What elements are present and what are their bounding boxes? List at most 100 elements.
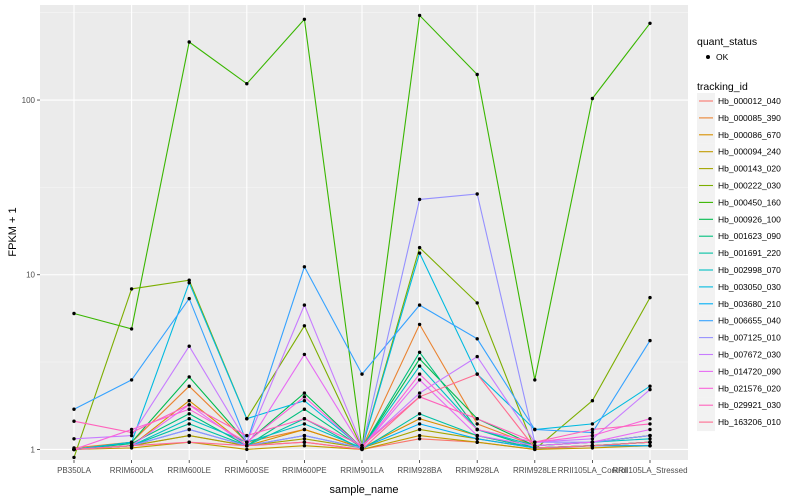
data-point	[590, 437, 595, 441]
data-point	[302, 391, 307, 395]
data-point	[302, 265, 307, 269]
color-legend-title: tracking_id	[697, 81, 748, 93]
data-point	[590, 433, 595, 438]
y-tick-label: 10	[26, 271, 35, 280]
data-point	[417, 372, 422, 376]
legend-label: Hb_000094_240	[718, 147, 781, 157]
data-point	[187, 281, 191, 285]
data-point	[590, 422, 595, 426]
data-point	[187, 427, 191, 432]
data-point	[129, 433, 134, 438]
data-point	[417, 378, 422, 382]
color-legend-items: Hb_000012_040 Hb_000085_390 Hb_000086_670 H…	[697, 93, 781, 432]
data-point	[648, 338, 652, 343]
x-tick-label: RRII105LA_Control	[558, 466, 628, 475]
data-point	[302, 352, 307, 357]
data-point	[648, 21, 652, 25]
data-point	[245, 82, 249, 86]
data-point	[648, 433, 652, 438]
legend-label: Hb_003050_030	[718, 282, 781, 292]
x-tick-label: RRIM600SE	[225, 466, 269, 475]
data-point	[187, 384, 191, 388]
x-axis: PB350LA RRIM600LA RRIM600LE RRIM600SE RRIM60…	[57, 460, 688, 475]
data-point	[302, 422, 307, 426]
x-tick-label: RRIM600PE	[282, 466, 326, 475]
data-point	[129, 430, 134, 435]
data-point	[129, 287, 134, 291]
data-point	[648, 440, 652, 444]
data-point	[417, 395, 422, 399]
data-point	[302, 417, 307, 421]
legend-label: Hb_163206_010	[718, 417, 781, 427]
x-tick-label: RRIM600LA	[110, 466, 154, 475]
data-point	[72, 455, 76, 460]
data-point	[129, 327, 134, 331]
x-axis-title: sample_name	[329, 484, 398, 496]
data-point	[417, 13, 422, 18]
data-point	[72, 447, 76, 452]
x-tick-label: RRIM928LA	[455, 466, 499, 475]
legend-label: Hb_000085_390	[718, 113, 781, 123]
data-point	[417, 437, 422, 441]
x-tick-label: RRIM600LE	[167, 466, 211, 475]
data-point	[129, 378, 134, 382]
data-point	[417, 412, 422, 416]
legend-label: Hb_000450_160	[718, 197, 781, 207]
data-point	[302, 437, 307, 441]
data-point	[187, 422, 191, 426]
legend-label: Hb_014720_090	[718, 366, 781, 376]
data-point	[187, 399, 191, 403]
data-point	[187, 433, 191, 438]
data-point	[360, 447, 364, 452]
y-tick-label: 100	[22, 96, 36, 105]
data-point	[360, 372, 364, 376]
y-axis: 1 10 100	[22, 96, 40, 454]
data-point	[417, 245, 422, 250]
legend-label: Hb_001691_220	[718, 248, 781, 258]
data-point	[72, 437, 76, 441]
data-point	[648, 422, 652, 426]
grid	[40, 5, 688, 460]
data-point	[475, 433, 479, 438]
legend-label: Hb_000222_030	[718, 181, 781, 191]
data-point	[245, 433, 249, 438]
legend-label: Hb_006655_040	[718, 316, 781, 326]
data-point	[417, 322, 422, 327]
data-point	[302, 440, 307, 444]
data-point	[475, 417, 479, 421]
data-point	[475, 72, 479, 77]
data-point	[590, 399, 595, 403]
data-point	[648, 295, 652, 300]
data-point	[475, 422, 479, 426]
data-point	[302, 17, 307, 21]
data-point	[302, 303, 307, 307]
data-point	[648, 427, 652, 432]
data-point	[648, 444, 652, 448]
data-point	[648, 417, 652, 421]
data-point	[533, 427, 537, 432]
legend-label: Hb_000143_020	[718, 164, 781, 174]
data-point	[475, 354, 479, 359]
data-point	[245, 417, 249, 421]
legend-label: Hb_000926_100	[718, 214, 781, 224]
data-point	[302, 395, 307, 399]
data-point	[302, 399, 307, 403]
data-point	[360, 444, 364, 448]
data-point	[590, 427, 595, 432]
data-point	[187, 375, 191, 379]
data-point	[417, 427, 422, 432]
x-tick-label: RRIM901LA	[340, 466, 384, 475]
data-point	[245, 447, 249, 452]
legend-label: Hb_021576_020	[718, 383, 781, 393]
legend-label: Hb_007125_010	[718, 333, 781, 343]
legend-label: Hb_007672_030	[718, 350, 781, 360]
data-point	[648, 387, 652, 392]
data-point	[590, 430, 595, 435]
panel-background	[40, 5, 688, 460]
data-point	[417, 391, 422, 395]
data-point	[417, 197, 422, 202]
legend-label: Hb_003680_210	[718, 299, 781, 309]
legend-label: Hb_000012_040	[718, 96, 781, 106]
data-point	[72, 419, 76, 423]
